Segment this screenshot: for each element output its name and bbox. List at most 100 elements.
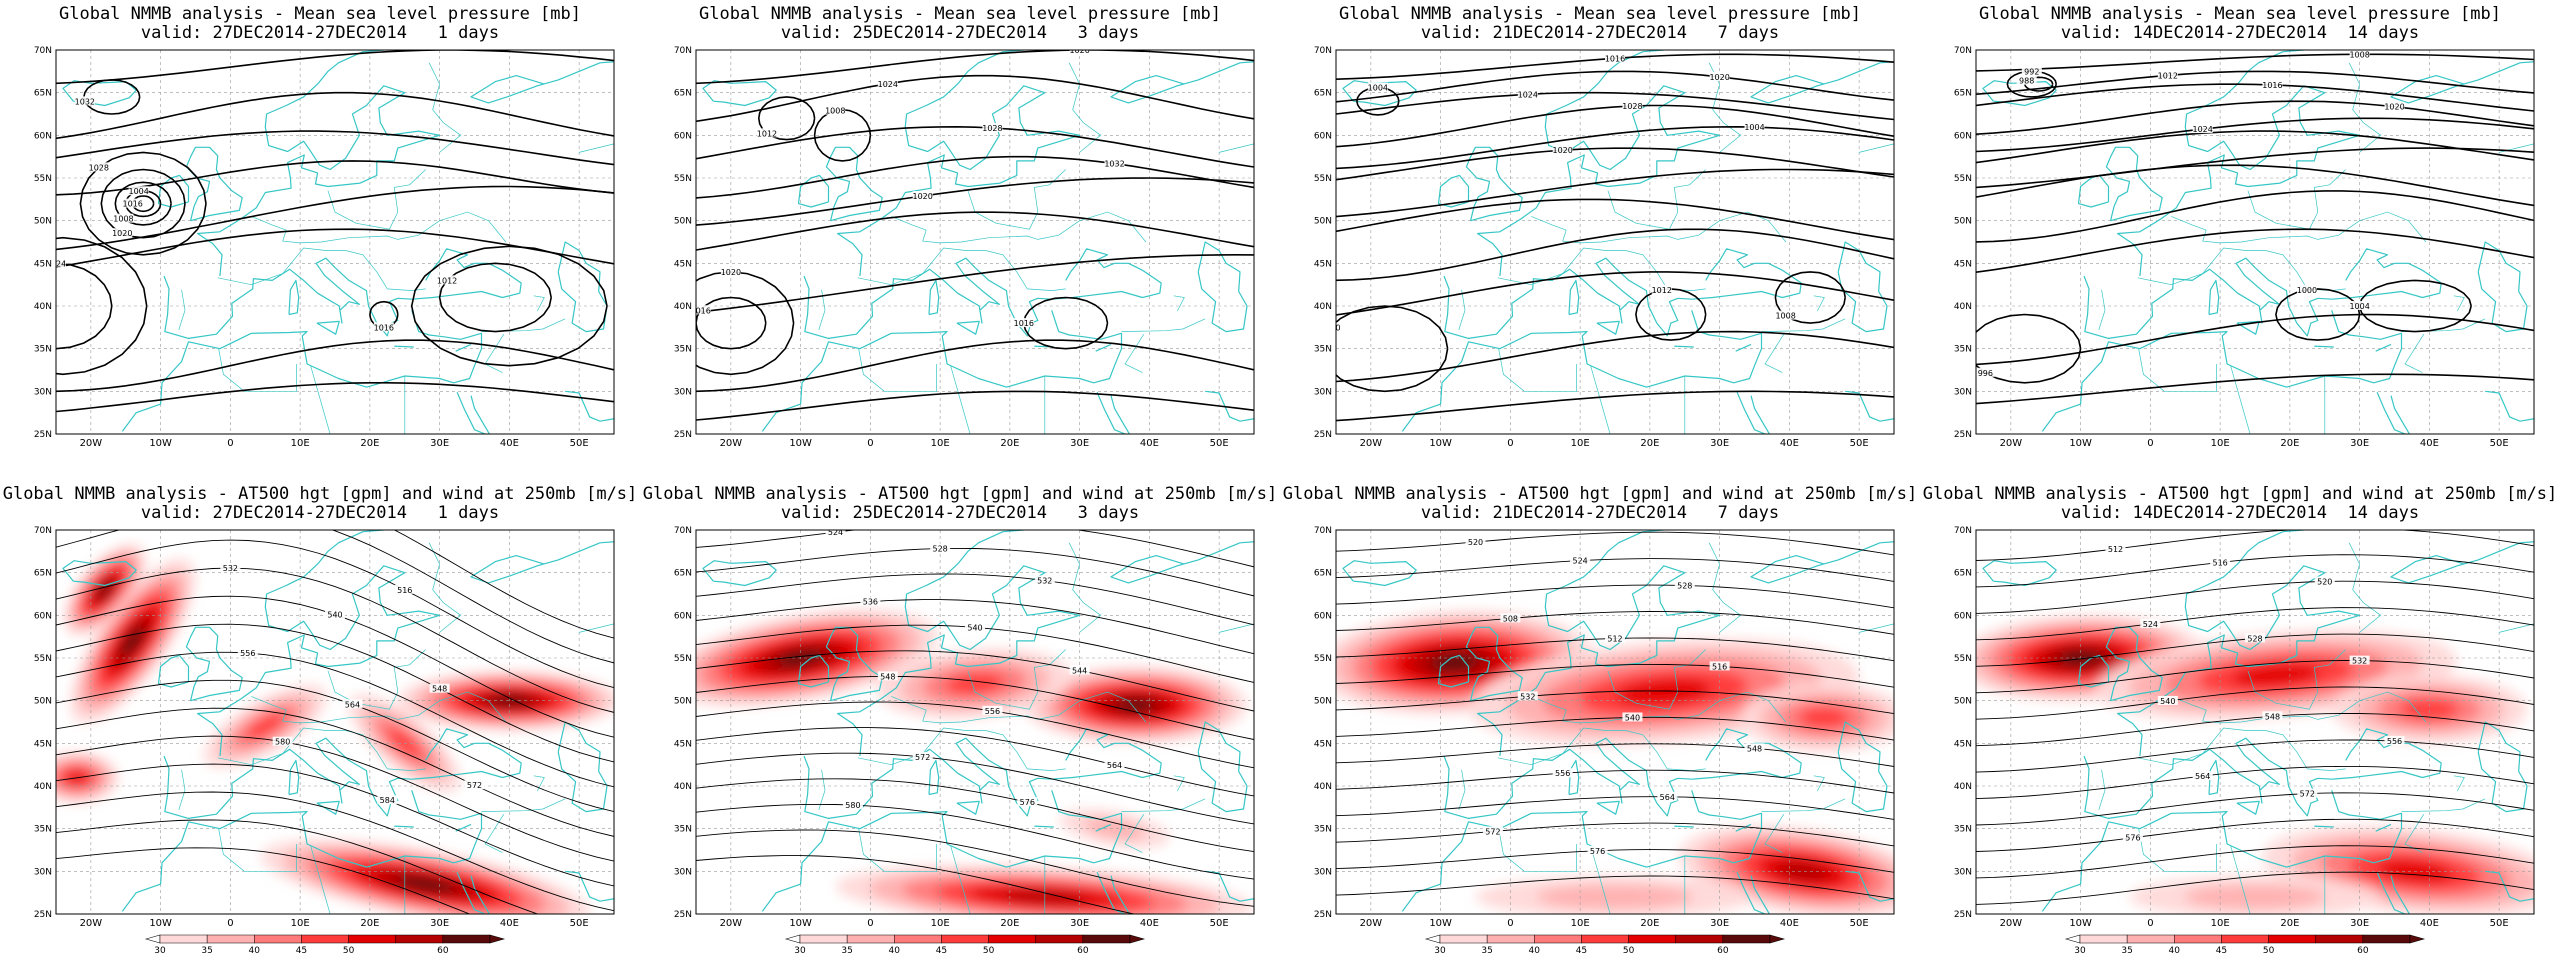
map-frame: [1335, 529, 1895, 915]
colorbar-swatch: [1439, 934, 1488, 944]
border: [1859, 623, 1894, 633]
border: [484, 814, 505, 853]
border: [1173, 775, 1185, 792]
longitude-label: 0: [867, 918, 873, 929]
wind-speed-area: [246, 713, 284, 739]
contour-line: [1336, 558, 1894, 582]
contour-label-bg: [1605, 53, 1625, 63]
longitude-label: 20W: [80, 918, 103, 929]
contour-line: [1336, 168, 1894, 218]
contour-label-bg: [1034, 575, 1055, 585]
longitude-label: 10E: [1571, 438, 1590, 449]
border: [2499, 143, 2534, 153]
contour-label: 564: [1107, 761, 1122, 770]
coastline: [956, 320, 980, 335]
border: [2138, 827, 2217, 872]
coastline: [2376, 871, 2406, 914]
contour-label: 1028: [89, 163, 109, 172]
coastline: [1197, 721, 1248, 813]
contour-line: [56, 382, 614, 413]
contour-label: 1016: [690, 306, 710, 315]
contour-label: 512: [1607, 635, 1622, 644]
border: [891, 211, 1147, 244]
longitude-label: 10E: [2211, 918, 2230, 929]
colorbar-label: 60: [1077, 946, 1089, 956]
latitude-label: 25N: [1954, 910, 1972, 920]
longitude-label: 40E: [1780, 918, 1799, 929]
longitude-label: 50E: [1850, 918, 1869, 929]
colorbar-swatch: [1082, 934, 1131, 944]
longitude-label: 10E: [291, 918, 310, 929]
wind-speed-area: [1777, 861, 1830, 881]
coastline: [1095, 343, 1112, 352]
longitude-label: 40E: [2420, 438, 2439, 449]
wind-speed-area: [1083, 817, 1146, 840]
latitude-label: 60N: [674, 611, 692, 621]
contour-label-bg: [1744, 122, 1765, 132]
contour-label: 520: [2317, 577, 2332, 586]
contour-label: 564: [1660, 793, 1675, 802]
lat-lon-grid: [1336, 50, 1894, 434]
contour-label-bg: [429, 683, 450, 693]
coastline: [470, 875, 491, 914]
longitude-label: 50E: [570, 438, 589, 449]
latitude-label: 65N: [1314, 89, 1332, 99]
border: [2404, 334, 2425, 373]
coastline: [470, 395, 491, 434]
latitude-label: 45N: [674, 739, 692, 749]
coastline: [2375, 823, 2392, 832]
lat-lon-grid: [696, 530, 1254, 914]
contour-line: [56, 707, 614, 837]
panel-title: Global NMMB analysis - Mean sea level pr…: [1979, 4, 2501, 24]
coastline: [1096, 391, 1126, 434]
contour-label-bg: [272, 736, 293, 746]
coastline: [2314, 825, 2334, 828]
coastline: [761, 310, 1123, 432]
panel-title: Global NMMB analysis - Mean sea level pr…: [1339, 4, 1861, 24]
colorbar-label: 35: [201, 946, 212, 956]
contour-label: 1020: [1553, 146, 1573, 155]
border: [1761, 798, 1846, 812]
contour-label-bg: [290, 515, 310, 524]
coastline: [1034, 825, 1054, 828]
latitude-label: 55N: [1954, 174, 1972, 184]
wind-speed-area: [2184, 884, 2326, 909]
contour-line: [1976, 818, 2534, 852]
coastline: [1197, 241, 1248, 333]
contour-line: [1976, 70, 2534, 95]
contour-label: 1004: [1744, 123, 1764, 132]
contour-label: 564: [345, 700, 360, 709]
contour-line: [1356, 86, 1400, 116]
contour-label: 1020: [2384, 103, 2404, 112]
height-wind-map: 512 516 520 524 528 532 540 548 556 564 572 576 70N 6…: [1954, 526, 2535, 956]
latitude-label: 30N: [1314, 867, 1332, 877]
contour-line: [1336, 611, 1894, 635]
latitude-label: 45N: [1954, 739, 1972, 749]
colorbar-label: 40: [889, 946, 901, 956]
contour-label: 1020: [1069, 46, 1089, 55]
lat-lon-grid: [56, 50, 614, 434]
contour-line: [1336, 769, 1894, 794]
coastline: [2041, 790, 2403, 912]
colorbar-swatch: [1581, 934, 1629, 944]
longitude-label: 20W: [2000, 918, 2023, 929]
longitude-label: 20E: [1000, 438, 1019, 449]
contour-label: 528: [292, 516, 307, 525]
longitude-label: 10E: [1571, 918, 1590, 929]
latitude-label: 30N: [34, 387, 52, 397]
contour-label-bg: [2122, 832, 2143, 842]
colorbar-label: 60: [1717, 946, 1729, 956]
contour-label: 520: [1468, 538, 1483, 547]
contour-line: [56, 847, 471, 914]
contour-label-bg: [1622, 712, 1643, 722]
longitude-label: 20E: [1640, 438, 1659, 449]
colorbar-label: 50: [983, 946, 995, 956]
contour-label: 580: [275, 738, 290, 747]
longitude-label: 20W: [1360, 918, 1383, 929]
panel-valid-date: valid: 27DEC2014-27DEC2014 1 days: [140, 23, 500, 43]
contour-line: [696, 177, 1254, 226]
longitude-label: 10W: [1429, 918, 1452, 929]
contour-line: [56, 130, 614, 166]
contour-label: 1016: [1014, 319, 1034, 328]
country-borders: [2098, 542, 2534, 914]
